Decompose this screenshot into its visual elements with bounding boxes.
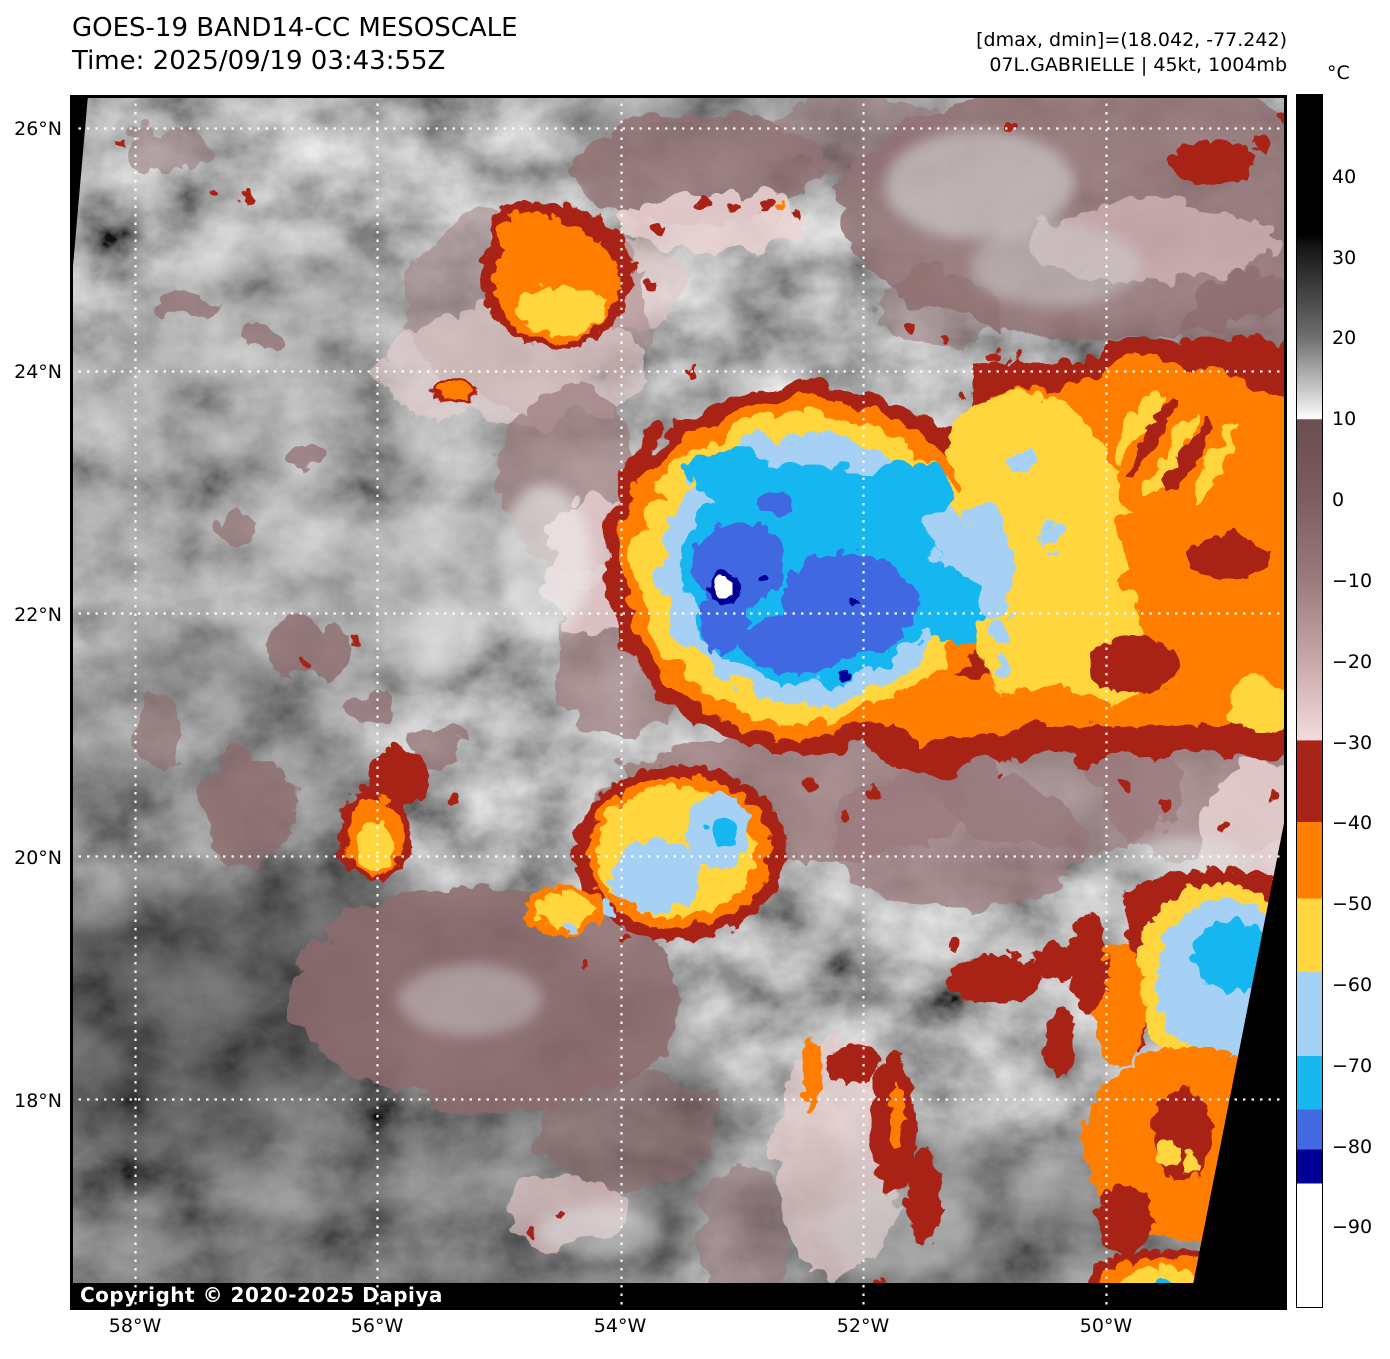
lat-tick-label: 26°N <box>14 118 62 140</box>
lon-tick-label: 58°W <box>108 1315 162 1337</box>
colorbar-tick-label: −50 <box>1332 893 1373 915</box>
lat-tick-label: 24°N <box>14 361 62 383</box>
colorbar-unit-label: °C <box>1327 62 1350 84</box>
colorbar-tick-label: −80 <box>1332 1136 1373 1158</box>
copyright-watermark: Copyright © 2020-2025 Dapiya <box>80 1283 443 1307</box>
storm-annotation: [dmax, dmin]=(18.042, -77.242) 07L.GABRI… <box>976 28 1287 78</box>
lon-tick-label: 50°W <box>1079 1315 1133 1337</box>
satellite-map-canvas <box>70 95 1287 1310</box>
storm-name-intensity: 07L.GABRIELLE | 45kt, 1004mb <box>989 54 1287 76</box>
lon-tick-label: 52°W <box>836 1315 890 1337</box>
lon-tick-label: 56°W <box>350 1315 404 1337</box>
south-central-cell <box>521 760 781 936</box>
lat-tick-label: 22°N <box>14 604 62 626</box>
page-title: GOES-19 BAND14-CC MESOSCALE Time: 2025/0… <box>72 12 518 78</box>
colorbar-tick-label: 30 <box>1332 247 1357 269</box>
colorbar-tick-label: 10 <box>1332 408 1357 430</box>
colorbar-tick-label: 20 <box>1332 327 1357 349</box>
lat-tick-label: 18°N <box>14 1090 62 1112</box>
graticule-gridlines <box>70 95 1287 1310</box>
colorbar-tick-label: −20 <box>1332 651 1373 673</box>
colorbar-tick-label: −90 <box>1332 1216 1373 1238</box>
cold-speckles <box>114 109 1287 1238</box>
lon-tick-label: 54°W <box>593 1315 647 1337</box>
map-frame <box>70 95 1287 1310</box>
northwest-cell <box>425 196 628 398</box>
dmax-dmin-readout: [dmax, dmin]=(18.042, -77.242) <box>976 29 1287 51</box>
colorbar-tick-label: −30 <box>1332 732 1373 754</box>
lat-tick-label: 20°N <box>14 847 62 869</box>
colorbar-tick-label: −70 <box>1332 1055 1373 1077</box>
colorbar-tick-label: −10 <box>1332 570 1373 592</box>
title-line-1: GOES-19 BAND14-CC MESOSCALE <box>72 13 518 43</box>
storm-core-coldest-white-spot <box>708 574 728 594</box>
colorbar-tick-label: −60 <box>1332 974 1373 996</box>
colorbar-tick-label: 40 <box>1332 166 1357 188</box>
temperature-colorbar <box>1296 94 1323 1308</box>
colorbar-tick-label: −40 <box>1332 812 1373 834</box>
colorbar-tick-label: 0 <box>1332 489 1345 511</box>
no-data-regions <box>70 95 1287 1310</box>
title-line-2: Time: 2025/09/19 03:43:55Z <box>72 46 446 76</box>
storm-core-royalblue-cells <box>687 488 913 670</box>
satellite-map <box>70 95 1287 1310</box>
storm-core-diagonal-red-streaks <box>1085 391 1265 688</box>
